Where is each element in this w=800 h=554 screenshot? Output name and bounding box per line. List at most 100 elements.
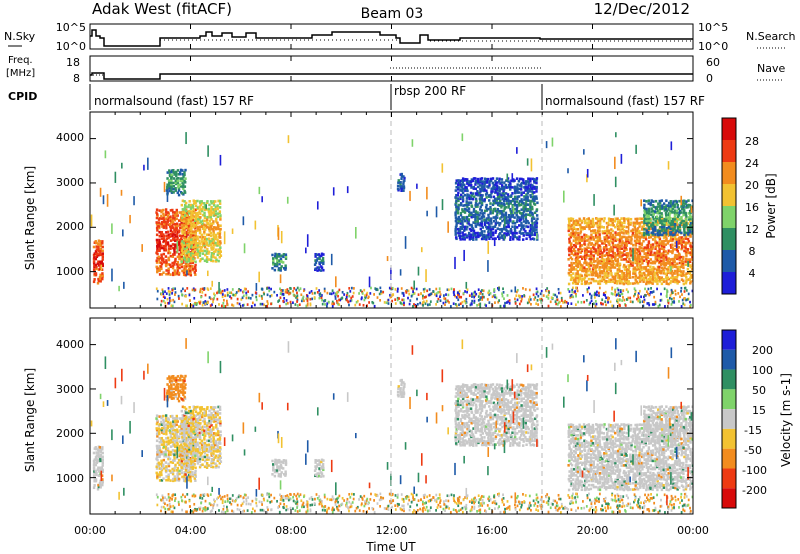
power-echo-cell <box>580 219 584 223</box>
power-echo-cell <box>459 302 462 306</box>
power-echo-cell <box>186 210 190 214</box>
power-echo-cell <box>180 262 183 266</box>
power-echo-cell <box>658 237 662 241</box>
velocity-echo-cell <box>173 449 177 453</box>
power-echo-cell <box>101 249 104 253</box>
power-echo-cell <box>620 224 623 227</box>
power-echo-cell <box>165 272 168 276</box>
power-echo-cell <box>683 249 686 253</box>
power-echo-cell <box>651 227 654 230</box>
power-echo-cell <box>488 199 491 202</box>
power-echo-cell <box>664 235 667 239</box>
velocity-echo-cell <box>167 439 170 443</box>
power-echo-cell <box>374 287 377 290</box>
power-echo-cell <box>652 270 655 273</box>
power-echo-cell <box>408 302 411 306</box>
power-echo-cell <box>474 181 477 184</box>
power-echo-cell <box>531 211 534 215</box>
power-echo-cell <box>619 221 622 224</box>
power-echo-cell <box>465 217 469 220</box>
power-echo-cell <box>414 305 417 308</box>
power-echo-cell <box>215 220 218 223</box>
power-echo-cell <box>487 213 490 217</box>
power-cb-tick-20: 20 <box>745 179 759 192</box>
power-echo-cell <box>577 274 580 278</box>
power-echo-cell <box>189 221 193 224</box>
power-echo-cell <box>196 237 199 241</box>
power-echo-cell <box>659 207 662 211</box>
power-echo-cell <box>531 177 535 181</box>
power-echo-cell <box>539 292 542 296</box>
power-echo-cell <box>372 301 375 305</box>
freq-trace <box>90 72 693 80</box>
power-echo-cell <box>645 252 648 255</box>
power-echo-cell <box>665 280 668 283</box>
power-echo-cell <box>273 264 277 268</box>
power-echo-cell <box>480 197 484 201</box>
power-echo-cell <box>600 279 603 283</box>
power-echo-cell <box>607 271 610 275</box>
power-echo-cell <box>638 248 641 251</box>
power-echo-cell <box>461 217 465 221</box>
power-echo-cell <box>633 239 637 243</box>
power-echo-cell <box>666 251 670 255</box>
power-echo-cell <box>175 177 178 180</box>
power-echo-cell <box>226 288 229 291</box>
power-echo-cell <box>396 287 399 291</box>
power-echo-cell <box>647 199 651 203</box>
power-echo-cell <box>178 263 181 267</box>
power-echo-cell <box>567 302 570 305</box>
power-echo-cell <box>214 250 217 253</box>
power-echo-cell <box>659 225 662 229</box>
power-echo-cell <box>687 212 690 215</box>
power-echo-cell <box>454 227 457 231</box>
power-echo-cell <box>166 230 170 234</box>
power-echo-cell <box>610 292 613 295</box>
power-echo-cell <box>165 231 168 234</box>
power-echo-cell <box>164 290 166 293</box>
power-echo-cell <box>214 226 218 229</box>
power-echo-cell <box>605 227 609 231</box>
power-echo-cell <box>656 221 659 225</box>
power-echo-cell <box>277 300 280 303</box>
velocity-echo-cell <box>162 422 165 426</box>
power-echo-cell <box>323 289 326 293</box>
power-echo-cell <box>371 300 374 304</box>
power-echo-cell <box>435 303 437 306</box>
power-echo-cell <box>437 291 440 294</box>
power-echo-cell <box>643 219 646 223</box>
power-echo-cell <box>424 302 427 306</box>
power-echo-cell <box>576 253 579 257</box>
velocity-echo-cell <box>94 446 97 449</box>
power-echo-cell <box>203 208 207 212</box>
power-cb-tick-4: 4 <box>749 267 756 280</box>
power-echo-cell <box>680 211 683 214</box>
power-echo-cell <box>611 275 614 279</box>
power-echo-cell <box>506 198 510 201</box>
power-echo-cell <box>533 191 536 194</box>
power-echo-cell <box>173 218 177 222</box>
power-echo-cell <box>500 227 504 231</box>
power-echo-cell <box>229 295 231 298</box>
power-echo-cell <box>498 189 501 192</box>
power-echo-cell <box>176 265 180 268</box>
power-echo-cell <box>670 297 673 301</box>
power-echo-cell <box>507 300 510 303</box>
power-echo-cell <box>605 296 607 300</box>
power-echo-cell <box>198 225 202 229</box>
power-echo-cell <box>607 274 610 278</box>
power-echo-cell <box>391 299 394 303</box>
power-echo-cell <box>173 222 177 226</box>
power-echo-cell <box>623 249 626 253</box>
power-echo-cell <box>300 293 303 297</box>
velocity-echo-cell <box>166 426 170 429</box>
power-echo-cell <box>166 218 170 222</box>
power-echo-cell <box>321 298 323 302</box>
power-echo-cell <box>691 264 693 267</box>
power-echo-cell <box>656 211 660 215</box>
power-echo-cell <box>465 197 469 200</box>
power-echo-cell <box>316 266 319 269</box>
power-echo-cell <box>503 187 506 191</box>
power-echo-cell <box>686 241 689 245</box>
power-echo-cell <box>604 300 607 304</box>
